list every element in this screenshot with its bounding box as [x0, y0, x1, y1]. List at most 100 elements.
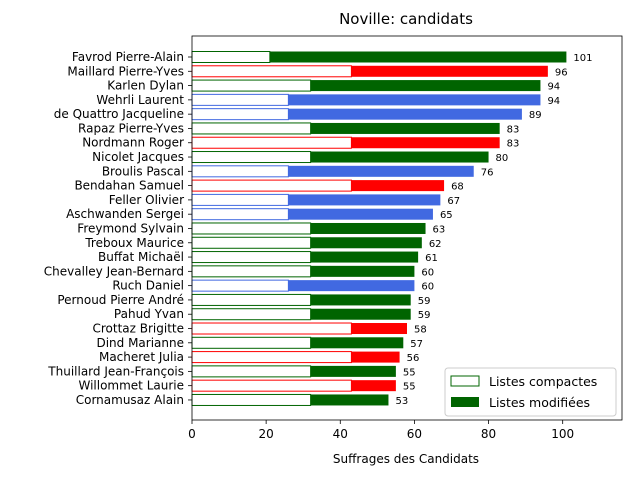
y-tick-label: Aschwanden Sergei: [66, 207, 184, 221]
x-axis-label: Suffrages des Candidats: [333, 452, 479, 466]
bar-value-label: 80: [496, 153, 509, 164]
x-tick-label: 40: [333, 427, 348, 441]
y-tick-label: Treboux Maurice: [84, 236, 184, 250]
bar-modified: [269, 51, 567, 63]
bar-value-label: 96: [555, 67, 568, 78]
bar-modified: [288, 194, 441, 206]
bar-value-label: 83: [507, 139, 520, 150]
bar-compact: [191, 51, 271, 63]
bar-modified: [351, 65, 548, 77]
bar-modified: [288, 94, 541, 106]
bar-modified: [351, 180, 445, 192]
x-tick-label: 20: [258, 427, 273, 441]
bar-value-label: 94: [547, 82, 560, 93]
y-tick-label: Bendahan Samuel: [74, 179, 184, 193]
bar-modified: [310, 80, 541, 92]
y-tick-label: Nicolet Jacques: [92, 150, 184, 164]
bar-value-label: 76: [481, 167, 494, 178]
bar-value-label: 60: [421, 267, 434, 278]
x-tick-label: 100: [551, 427, 574, 441]
bar-modified: [288, 208, 433, 220]
bar-value-label: 62: [429, 239, 442, 250]
y-tick-label: Ruch Daniel: [112, 279, 184, 293]
y-tick-label: Rapaz Pierre-Yves: [78, 121, 184, 135]
bar-compact: [191, 336, 312, 349]
chart-title: Noville: candidats: [339, 10, 473, 28]
y-tick-label: Willommet Laurie: [78, 379, 184, 393]
x-tick-label: 80: [481, 427, 496, 441]
y-tick-label: Karlen Dylan: [107, 79, 184, 93]
bar-compact: [191, 193, 289, 206]
bar-compact: [191, 222, 312, 235]
bar-compact: [191, 179, 352, 192]
y-tick-label: Crottaz Brigitte: [92, 322, 184, 336]
bar-compact: [191, 393, 312, 406]
legend: Listes compactes Listes modifiées: [444, 367, 617, 417]
bar-modified: [288, 280, 415, 292]
y-tick-label: Dind Marianne: [96, 336, 184, 350]
bar-value-label: 63: [433, 224, 446, 235]
y-tick-label: Pahud Yvan: [114, 307, 184, 321]
y-tick-label: Feller Olivier: [109, 193, 184, 207]
bar-modified: [310, 122, 500, 134]
legend-label-compact: Listes compactes: [489, 374, 597, 389]
bar-modified: [310, 337, 404, 349]
bar-value-label: 101: [573, 53, 592, 64]
bar-compact: [191, 236, 312, 249]
bar-value-label: 68: [451, 182, 464, 193]
bar-compact: [191, 265, 312, 278]
bar-modified: [310, 394, 389, 406]
bar-value-label: 89: [529, 110, 542, 121]
bar-modified: [351, 323, 407, 335]
bar-modified: [310, 294, 411, 306]
x-tick-label: 0: [188, 427, 196, 441]
y-tick-label: Freymond Sylvain: [77, 221, 184, 235]
bar-value-label: 56: [407, 353, 420, 364]
y-tick-label: Wehrli Laurent: [96, 93, 184, 107]
bar-value-label: 60: [421, 282, 434, 293]
bar-compact: [191, 208, 289, 221]
bar-modified: [351, 380, 396, 392]
bar-modified: [310, 151, 489, 163]
bar-compact: [191, 136, 352, 149]
bar-modified: [310, 308, 411, 320]
y-tick-label: Maillard Pierre-Yves: [67, 64, 184, 78]
bar-modified: [351, 351, 400, 363]
bar-value-label: 53: [395, 396, 408, 407]
bar-value-label: 94: [547, 96, 560, 107]
bar-modified: [310, 365, 396, 377]
bar-compact: [191, 365, 312, 378]
bar-modified: [310, 222, 426, 234]
bar-compact: [191, 165, 289, 178]
bar-compact: [191, 151, 312, 164]
y-tick-label: Macheret Julia: [99, 350, 184, 364]
y-tick-label: Nordmann Roger: [82, 136, 184, 150]
legend-box: [444, 367, 617, 417]
bar-value-label: 59: [418, 310, 431, 321]
y-tick-label: Cornamusaz Alain: [76, 393, 184, 407]
y-tick-label: de Quattro Jacqueline: [54, 107, 184, 121]
bar-value-label: 83: [507, 124, 520, 135]
bar-value-label: 57: [410, 339, 423, 350]
bar-compact: [191, 122, 312, 135]
bar-value-label: 65: [440, 210, 453, 221]
legend-swatch-compact: [450, 375, 480, 387]
bar-compact: [191, 351, 352, 364]
bar-value-label: 55: [403, 367, 416, 378]
bar-compact: [191, 93, 289, 106]
y-tick-label: Thuillard Jean-François: [47, 364, 184, 378]
bar-compact: [191, 293, 312, 306]
bar-compact: [191, 322, 352, 335]
bar-value-label: 55: [403, 382, 416, 393]
bar-modified: [351, 137, 500, 149]
bar-compact: [191, 279, 289, 292]
bar-modified: [310, 237, 422, 249]
y-tick-label: Chevalley Jean-Bernard: [44, 264, 184, 278]
legend-label-modified: Listes modifiées: [489, 395, 590, 410]
y-tick-label: Favrod Pierre-Alain: [72, 50, 184, 64]
bar-compact: [191, 108, 289, 121]
bar-modified: [310, 251, 419, 263]
bar-value-label: 59: [418, 296, 431, 307]
